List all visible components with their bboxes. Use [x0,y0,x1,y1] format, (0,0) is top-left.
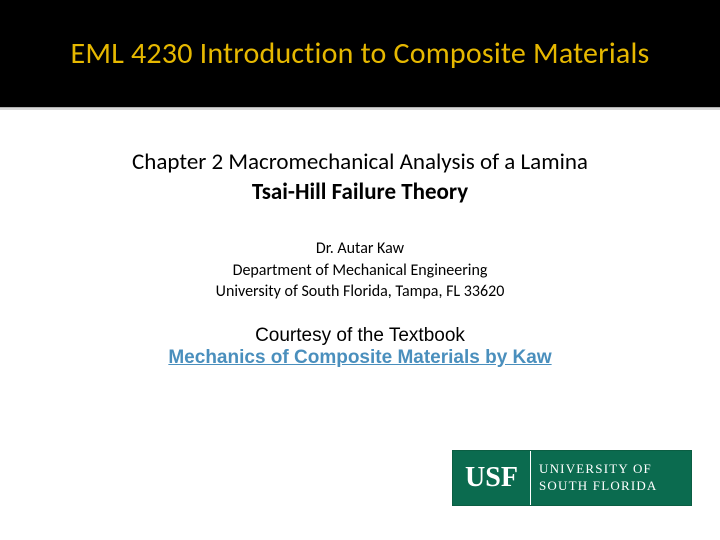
logo-text: UNIVERSITY OF SOUTH FLORIDA [531,451,691,505]
slide-title: EML 4230 Introduction to Composite Mater… [71,35,650,72]
chapter-line: Chapter 2 Macromechanical Analysis of a … [0,148,720,176]
logo-abbrev: USF [453,451,531,505]
subtitle: Tsai-Hill Failure Theory [0,178,720,206]
usf-logo: USF UNIVERSITY OF SOUTH FLORIDA [452,450,692,506]
courtesy-block: Courtesy of the Textbook Mechanics of Co… [0,325,720,369]
courtesy-text: Courtesy of the Textbook [0,325,720,347]
logo-line1: UNIVERSITY OF [539,461,691,478]
content-area: Chapter 2 Macromechanical Analysis of a … [0,110,720,369]
author-dept: Department of Mechanical Engineering [0,260,720,282]
logo-line2: SOUTH FLORIDA [539,478,691,495]
author-block: Dr. Autar Kaw Department of Mechanical E… [0,238,720,303]
title-bar: EML 4230 Introduction to Composite Mater… [0,0,720,108]
textbook-link[interactable]: Mechanics of Composite Materials by Kaw [168,347,551,368]
author-name: Dr. Autar Kaw [0,238,720,260]
author-univ: University of South Florida, Tampa, FL 3… [0,281,720,303]
